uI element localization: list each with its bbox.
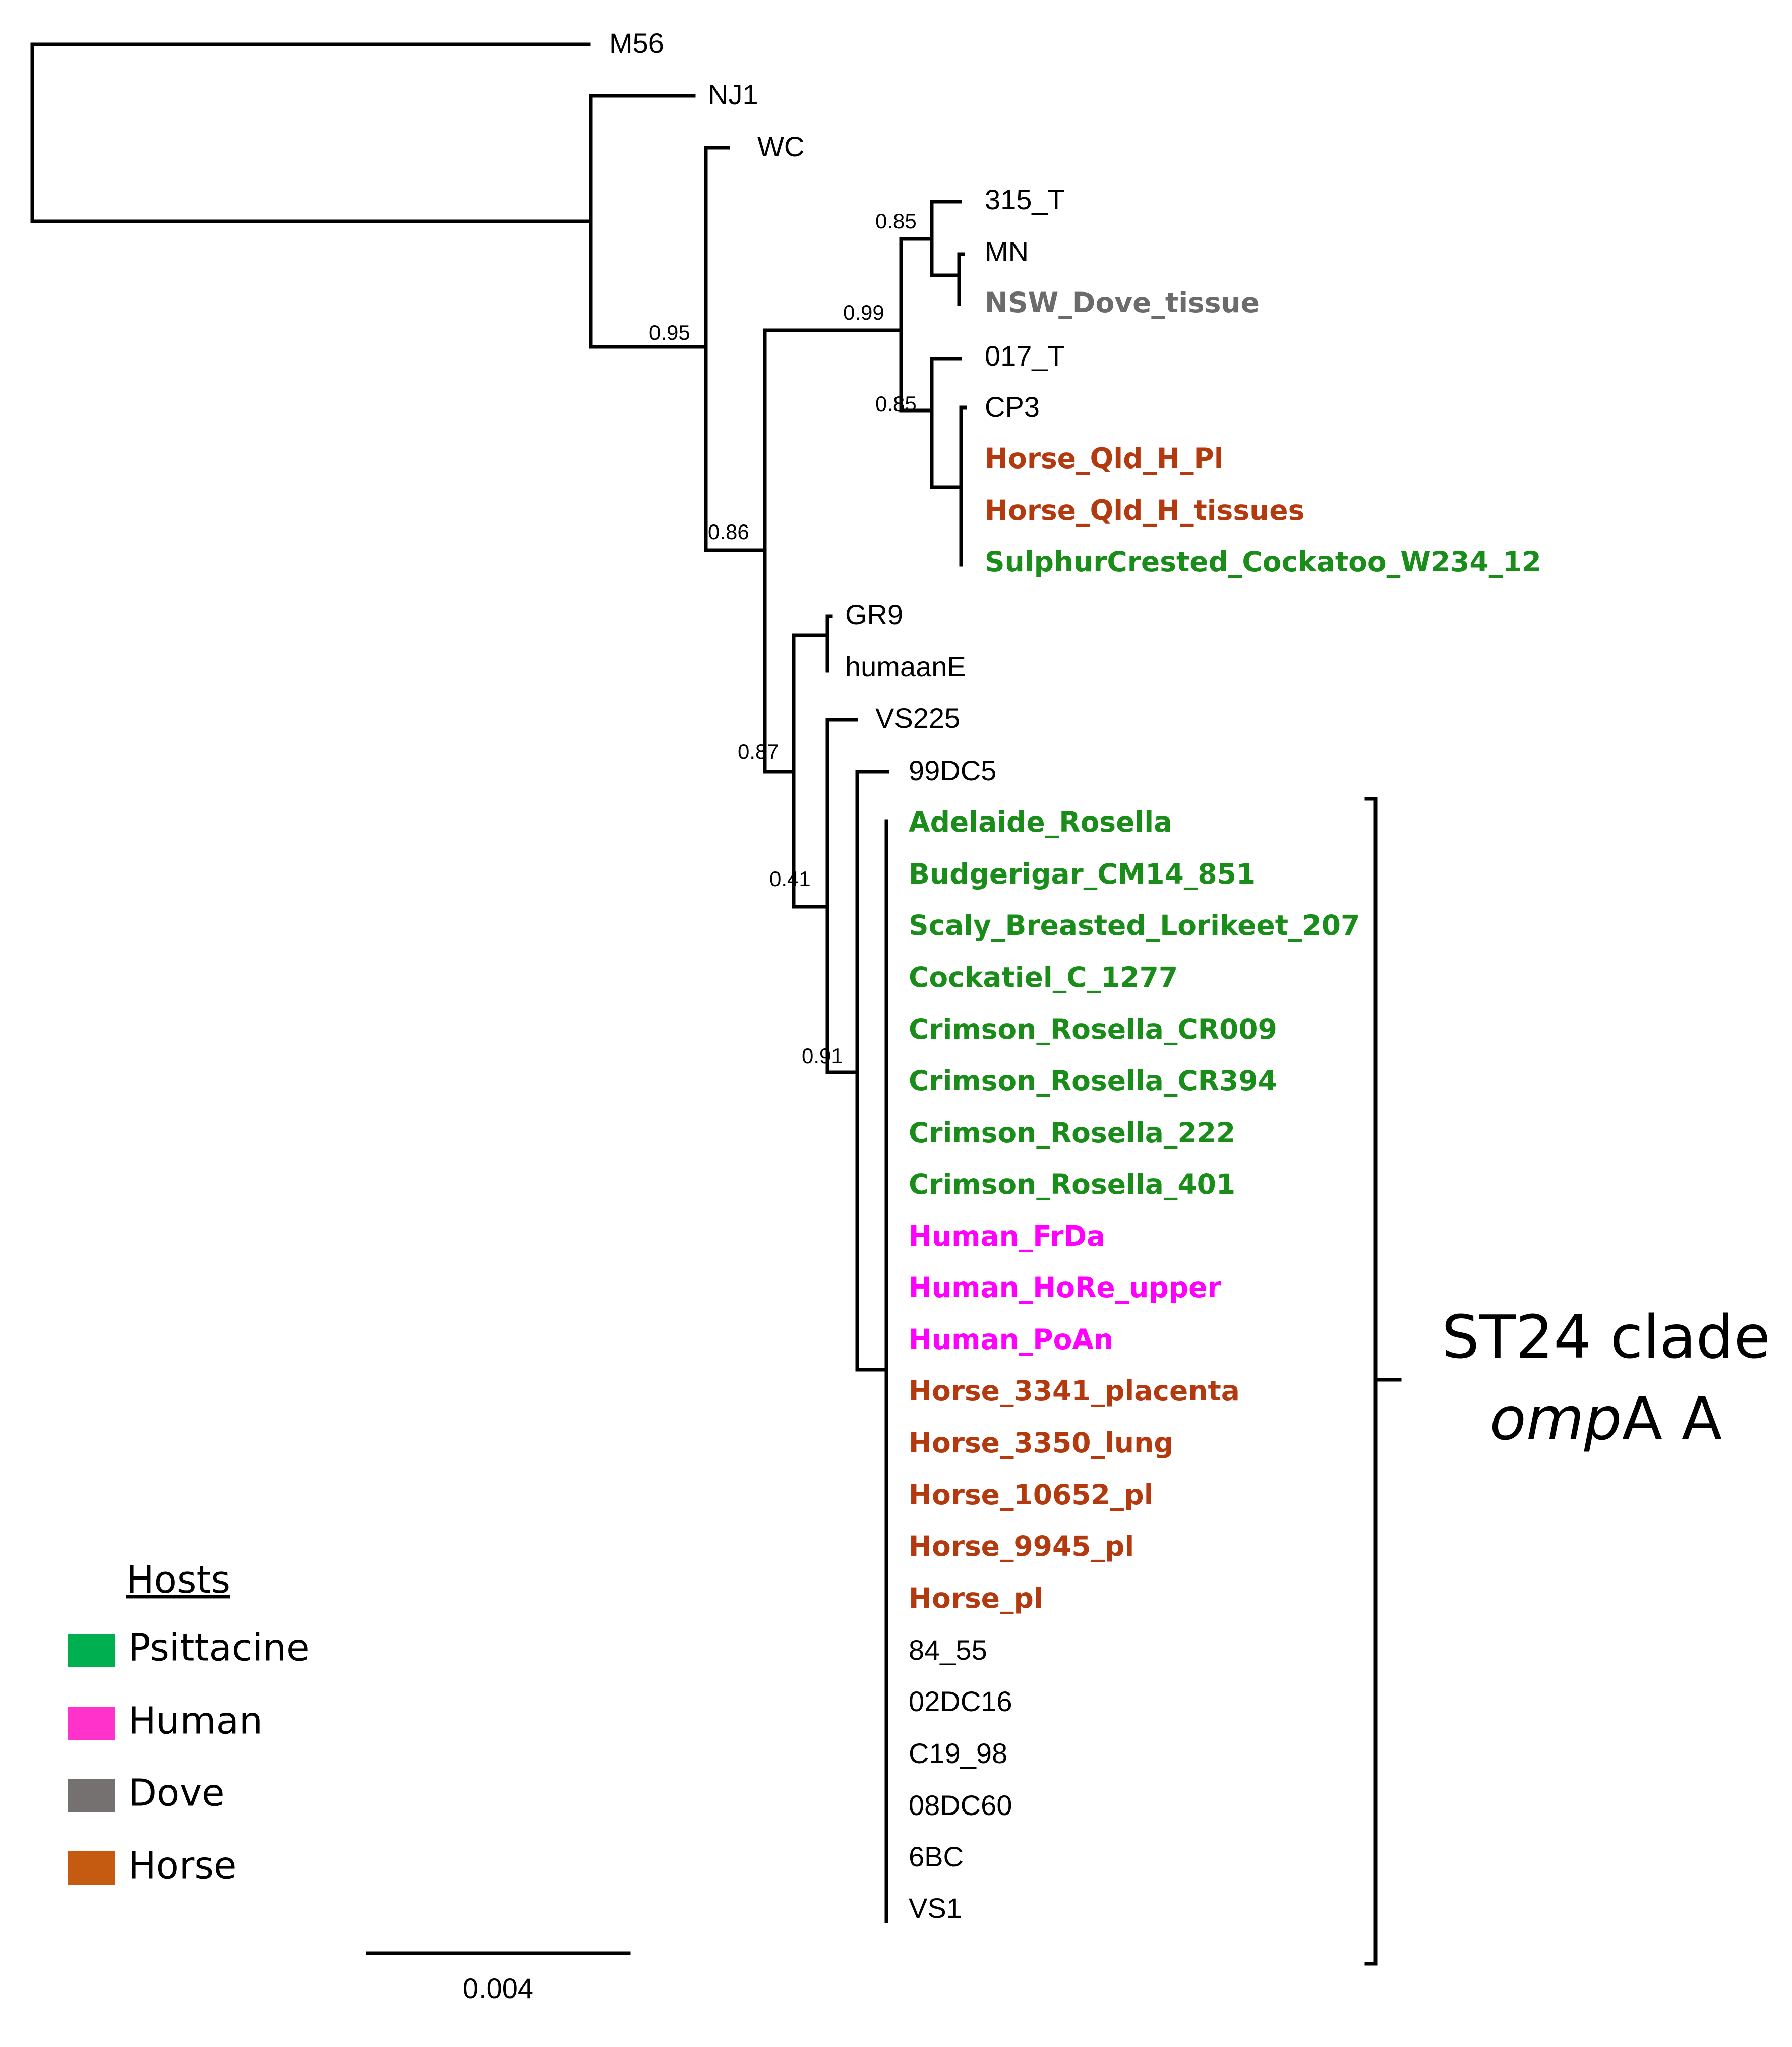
support-value: 0.85 — [875, 209, 917, 233]
legend-label-human: Human — [128, 1700, 263, 1743]
leaf-label: 84_55 — [909, 1634, 987, 1666]
legend-label-dove: Dove — [128, 1772, 225, 1815]
leaf-label: Human_HoRe_upper — [909, 1271, 1221, 1304]
leaf-label: MN — [985, 236, 1029, 267]
leaf-label: WC — [757, 131, 804, 162]
support-value: 0.86 — [708, 520, 749, 544]
leaf-label: Cockatiel_C_1277 — [909, 961, 1178, 993]
leaf-label: VS1 — [909, 1892, 962, 1924]
support-value: 0.87 — [738, 740, 779, 764]
legend-label-horse: Horse — [128, 1844, 236, 1888]
leaf-label: Crimson_Rosella_401 — [909, 1168, 1235, 1200]
legend-swatch-dove — [68, 1779, 115, 1812]
leaf-label: Human_FrDa — [909, 1220, 1105, 1252]
leaf-label: Crimson_Rosella_222 — [909, 1117, 1235, 1149]
leaf-labels: M56 NJ1 WC 315_T MN NSW_Dove_tissue 017_… — [609, 27, 1541, 1924]
legend-swatch-horse — [68, 1851, 115, 1885]
legend-title: Hosts — [126, 1558, 230, 1602]
leaf-label: Horse_Qld_H_tissues — [985, 494, 1304, 527]
leaf-label: Horse_10652_pl — [909, 1479, 1154, 1511]
scale-bar: 0.004 — [366, 1951, 631, 2004]
leaf-label: M56 — [609, 27, 664, 59]
clade-label-line1: ST24 clade — [1442, 1302, 1770, 1372]
leaf-label: SulphurCrested_Cockatoo_W234_12 — [985, 546, 1541, 578]
tree-branches — [30, 42, 967, 1923]
leaf-label: C19_98 — [909, 1737, 1007, 1769]
support-values: 0.95 0.86 0.99 0.85 0.85 0.87 0.41 0.91 — [649, 209, 917, 1068]
leaf-label: GR9 — [845, 599, 903, 630]
leaf-label: CP3 — [985, 391, 1040, 423]
leaf-label: Adelaide_Rosella — [909, 806, 1172, 838]
leaf-label: Horse_3341_placenta — [909, 1375, 1240, 1407]
support-value: 0.91 — [802, 1044, 843, 1068]
leaf-label: 017_T — [985, 340, 1065, 372]
leaf-label: 08DC60 — [909, 1789, 1012, 1821]
support-value: 0.41 — [769, 867, 811, 891]
leaf-label: 315_T — [985, 184, 1065, 215]
leaf-label: VS225 — [875, 702, 960, 734]
support-value: 0.95 — [649, 321, 690, 344]
clade-bracket-line — [1364, 797, 1402, 1966]
leaf-label: Human_PoAn — [909, 1323, 1113, 1356]
support-value: 0.85 — [875, 392, 917, 416]
leaf-label: Horse_3350_lung — [909, 1427, 1174, 1459]
leaf-label: Budgerigar_CM14_851 — [909, 858, 1256, 890]
leaf-label: 6BC — [909, 1841, 964, 1873]
support-value: 0.99 — [843, 301, 884, 324]
st24-clade-bracket: ST24 clade ompA A — [1364, 797, 1770, 1966]
clade-label-line2: ompA A — [1490, 1384, 1722, 1453]
leaf-label: Horse_pl — [909, 1582, 1043, 1614]
leaf-label: Horse_Qld_H_Pl — [985, 442, 1224, 475]
leaf-label: 99DC5 — [909, 754, 996, 786]
scale-bar-label: 0.004 — [463, 1972, 533, 2004]
legend-swatch-human — [68, 1707, 115, 1740]
leaf-label: Horse_9945_pl — [909, 1530, 1134, 1562]
leaf-label: Crimson_Rosella_CR009 — [909, 1013, 1277, 1045]
legend-swatch-psittacine — [68, 1634, 115, 1667]
leaf-label: Scaly_Breasted_Lorikeet_207 — [909, 909, 1360, 942]
leaf-label: humaanE — [845, 651, 966, 682]
leaf-label: Crimson_Rosella_CR394 — [909, 1065, 1277, 1097]
leaf-label: NSW_Dove_tissue — [985, 286, 1260, 319]
hosts-legend: Hosts Psittacine Human Dove Horse — [68, 1558, 310, 1888]
leaf-label: NJ1 — [708, 79, 758, 110]
leaf-label: 02DC16 — [909, 1685, 1012, 1717]
legend-label-psittacine: Psittacine — [128, 1626, 310, 1670]
